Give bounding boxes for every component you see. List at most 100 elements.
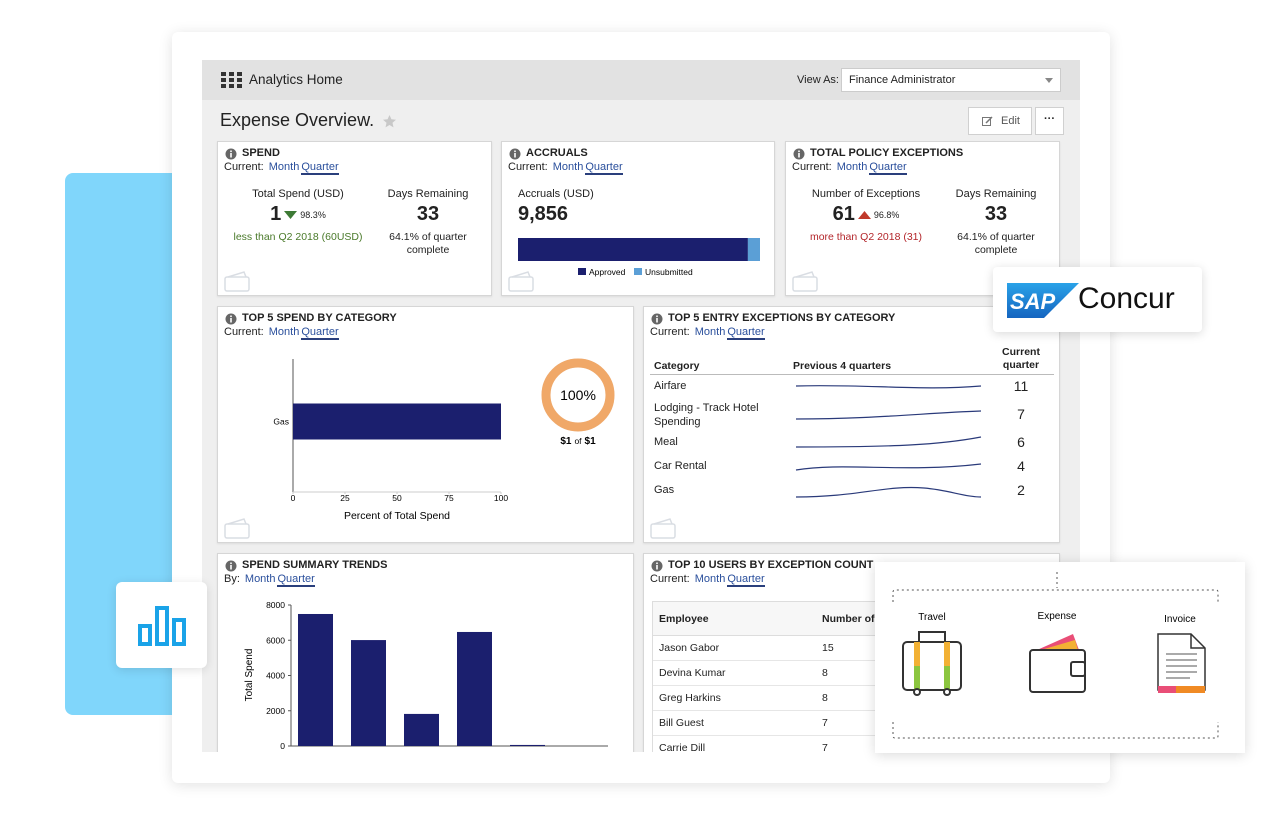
info-glyph	[514, 150, 516, 153]
watermark-shape	[653, 518, 673, 525]
card-title: SPEND SUMMARY TRENDS	[242, 559, 388, 571]
x-axis-title: Percent of Total Spend	[344, 510, 450, 522]
period-tab[interactable]: Quarter	[301, 161, 339, 175]
period-tab[interactable]: Quarter	[585, 161, 623, 175]
wallet-watermark	[508, 271, 534, 292]
watermark-shape	[511, 271, 531, 278]
sparkline	[795, 385, 982, 389]
period-row: Current: Month Quarter	[224, 326, 339, 340]
watermark-shape	[224, 523, 250, 539]
legend-swatch	[578, 268, 586, 275]
period-tab[interactable]: Month	[552, 161, 584, 173]
sap-logo: SAP	[1007, 283, 1079, 318]
period-label: By:	[224, 573, 240, 585]
card: SPEND Current: Month Quarter Total Spend (US…	[217, 141, 492, 296]
metric-value: 9,856	[518, 203, 569, 225]
period-tab[interactable]: Month	[694, 573, 726, 585]
period-tab[interactable]: Quarter	[727, 326, 765, 340]
watermark-shape	[224, 276, 250, 292]
column-header: Category	[654, 360, 700, 372]
apps-icon[interactable]	[221, 72, 242, 88]
favorite-star[interactable]	[383, 115, 396, 128]
employee-name: Greg Harkins	[659, 692, 721, 704]
card: ACCRUALS Current: Month Quarter Accruals (US…	[501, 141, 775, 296]
info-icon	[651, 313, 663, 325]
spend-trend-chart: 0 2000 4000 6000 8000 Total Spend	[244, 600, 608, 751]
exception-count: 7	[822, 742, 828, 752]
x-tick-label: 25	[340, 493, 350, 503]
info-icon	[225, 148, 237, 160]
info-glyph	[656, 562, 658, 565]
travel-icon	[902, 631, 962, 696]
metric-label: Total Spend (USD)	[252, 188, 344, 200]
donut-label: 100%	[560, 387, 596, 403]
category-name: Car Rental	[654, 460, 707, 472]
period-tab[interactable]: Quarter	[869, 161, 907, 175]
y-tick-label: 0	[280, 741, 285, 751]
current-count: 7	[1017, 406, 1025, 422]
module-label: Invoice	[1164, 614, 1196, 625]
sparkline	[795, 436, 982, 448]
info-icon	[509, 148, 521, 160]
metric: Number of Exceptions 61 96.8% more than Q2 …	[801, 188, 931, 244]
sap-mark: SAP	[1010, 289, 1056, 314]
app-title: Analytics Home	[249, 72, 343, 87]
more-button[interactable]: ···	[1035, 107, 1064, 135]
sparkline	[795, 410, 982, 420]
y-axis-title: Total Spend	[244, 649, 255, 702]
info-glyph	[230, 562, 232, 565]
metric: Days Remaining 33 64.1% of quarter complet…	[363, 188, 491, 257]
period-tab[interactable]: Quarter	[277, 573, 315, 587]
caption-part: $1	[560, 436, 572, 447]
metric-note: 64.1% of quarter complete	[389, 231, 467, 256]
sparkline	[795, 463, 982, 471]
dropdown-caret	[1045, 78, 1053, 83]
bar	[404, 713, 439, 746]
period-label: Current:	[650, 573, 690, 585]
modules-card: Travel Expense Invoice	[875, 562, 1245, 753]
card-title: TOP 10 USERS BY EXCEPTION COUNT	[668, 559, 874, 571]
column-header: Previous 4 quarters	[793, 360, 892, 372]
info-glyph	[230, 150, 232, 153]
info-icon	[225, 560, 237, 572]
current-count: 2	[1017, 482, 1025, 498]
logo-badge: SAP Concur	[993, 267, 1202, 332]
card-title: TOP 5 ENTRY EXCEPTIONS BY CATEGORY	[668, 312, 896, 324]
current-count: 6	[1017, 434, 1025, 450]
edit-button[interactable]: Edit	[968, 107, 1032, 135]
view-as-dropdown[interactable]: Finance Administrator	[841, 68, 1061, 92]
legend-swatch	[634, 268, 642, 275]
metric-value-row: 1 98.3%	[233, 203, 363, 226]
watermark-shape	[227, 518, 247, 525]
accruals-chart: Approved Unsubmitted	[518, 238, 760, 277]
period-tab[interactable]: Quarter	[727, 573, 765, 587]
row-rule	[653, 735, 1059, 736]
page-title: Expense Overview.	[220, 110, 375, 130]
period-tab[interactable]: Month	[836, 161, 868, 173]
category-name: Gas	[654, 484, 675, 496]
period-row: Current: Month Quarter	[508, 161, 623, 175]
wallet-watermark	[792, 271, 818, 292]
period-tab[interactable]: Month	[244, 573, 276, 585]
info-icon	[651, 560, 663, 572]
metric-value: 61	[832, 203, 855, 225]
period-tab[interactable]: Quarter	[301, 326, 339, 340]
period-row: Current: Month Quarter	[650, 326, 765, 340]
metric: Days Remaining 33 64.1% of quarter complet…	[931, 188, 1059, 257]
period-tab[interactable]: Month	[268, 161, 300, 173]
metric-label: Number of Exceptions	[811, 188, 921, 200]
donut-arc	[541, 358, 615, 432]
metric-value: 33	[416, 203, 440, 225]
period-tab[interactable]: Month	[694, 326, 726, 338]
period-label: Current:	[650, 326, 690, 338]
bar	[298, 613, 333, 746]
exception-count: 15	[822, 642, 834, 654]
top-bar: Analytics Home View As: Finance Administ…	[202, 60, 1080, 100]
x-tick-label: 0	[291, 493, 296, 503]
metric: Total Spend (USD) 1 98.3% less than Q2 2018…	[233, 188, 363, 244]
metric-note: less than Q2 2018 (60USD)	[233, 231, 363, 243]
period-tab[interactable]: Month	[268, 326, 300, 338]
row-rule	[653, 685, 1059, 686]
period-label: Current:	[792, 161, 832, 173]
